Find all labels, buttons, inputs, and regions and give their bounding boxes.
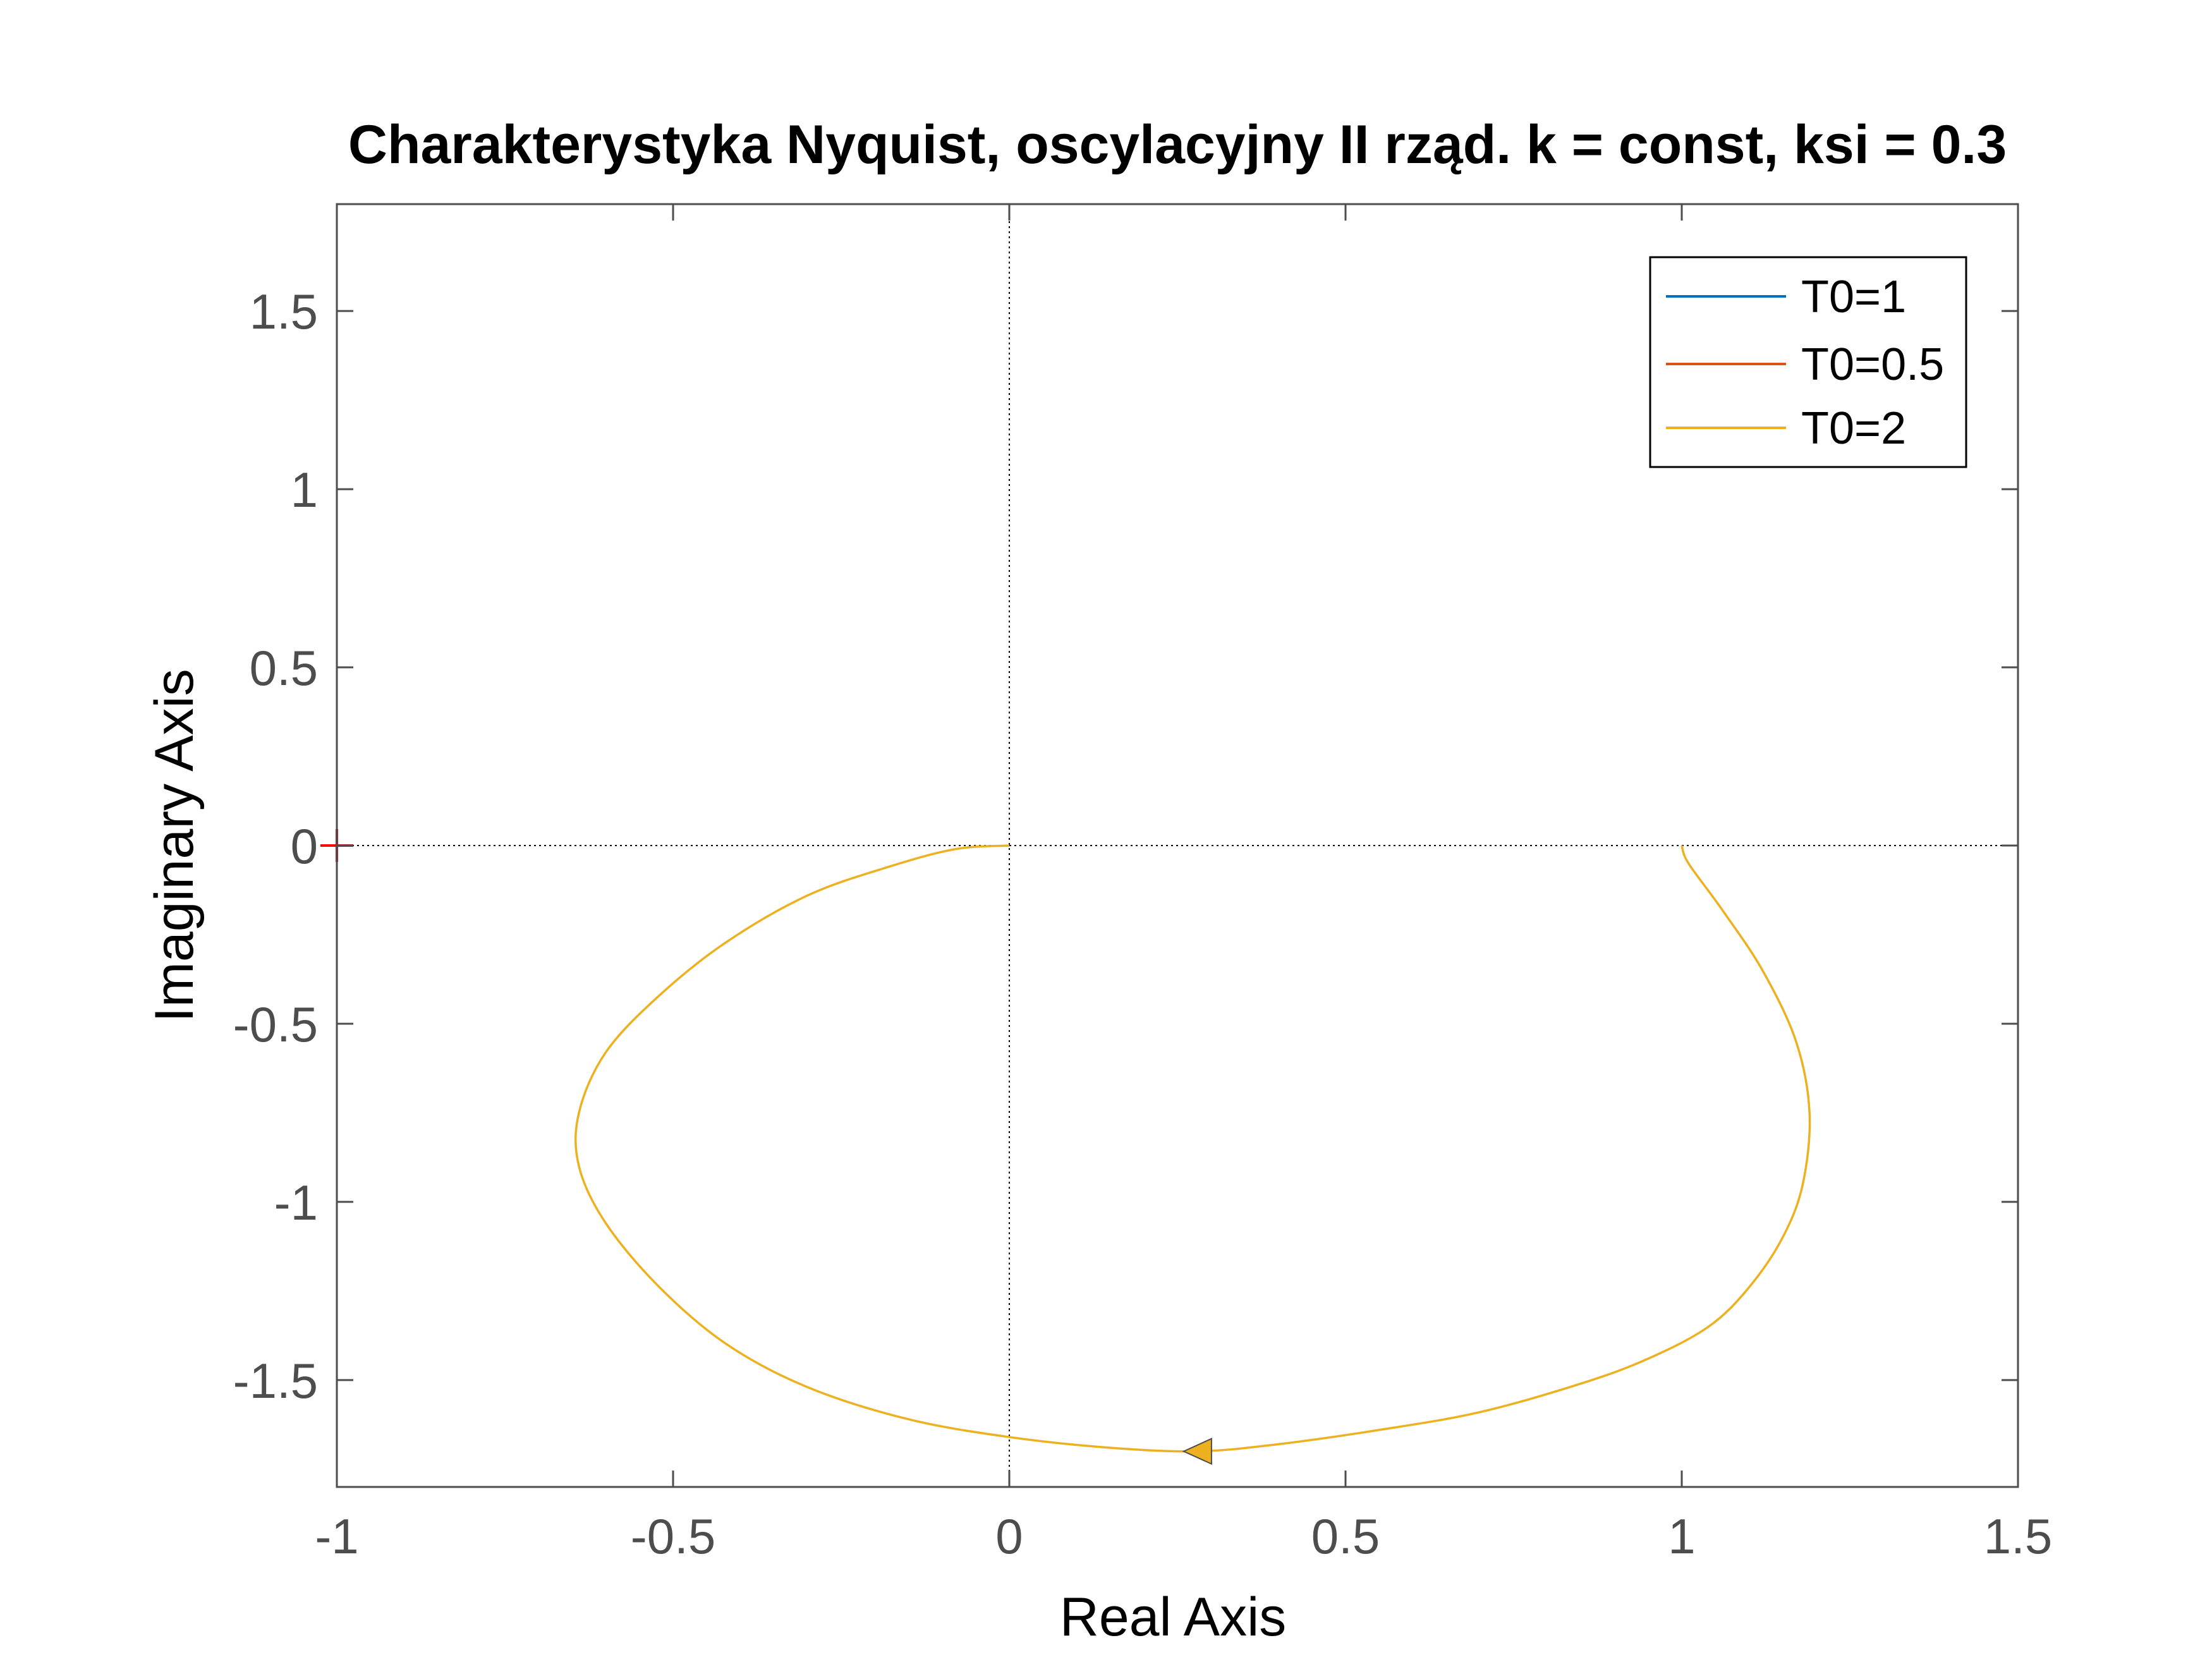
legend-box (1649, 256, 1967, 468)
y-tick-label: 1 (291, 462, 318, 518)
zero-lines (337, 204, 2018, 1487)
y-axis-label: Imaginary Axis (144, 669, 205, 1022)
x-tick-label: 0 (995, 1508, 1023, 1564)
x-axis-label: Real Axis (1060, 1587, 1287, 1647)
y-tick-label: 1.5 (250, 284, 318, 339)
y-tick-label: -1.5 (233, 1353, 318, 1409)
legend-label-t0-0-5: T0=0.5 (1801, 339, 1944, 390)
x-tick-label: 0.5 (1311, 1508, 1380, 1564)
y-tick-label: -0.5 (233, 997, 318, 1052)
legend: T0=1 T0=0.5 T0=2 (1649, 256, 1967, 468)
x-tick-label: -0.5 (631, 1508, 715, 1564)
direction-arrow-marker (1182, 1438, 1212, 1465)
y-tick-label: 0.5 (250, 640, 318, 696)
x-tick-label: -1 (315, 1508, 358, 1564)
series-line-t0-2 (574, 844, 1811, 1453)
x-tick-label: 1 (1668, 1508, 1695, 1564)
y-tick-label: 0 (291, 818, 318, 874)
ticks-group: -1 -0.5 0 0.5 1 1.5 -1.5 -1 -0.5 0 0.5 1 1.5 (233, 204, 2052, 1564)
x-tick-label: 1.5 (1984, 1508, 2052, 1564)
chart-title: Charakterystyka Nyquist, oscylacyjny II … (348, 114, 2007, 175)
legend-label-t0-2: T0=2 (1801, 403, 1906, 454)
legend-label-t0-1: T0=1 (1801, 272, 1906, 322)
y-tick-label: -1 (274, 1175, 318, 1230)
